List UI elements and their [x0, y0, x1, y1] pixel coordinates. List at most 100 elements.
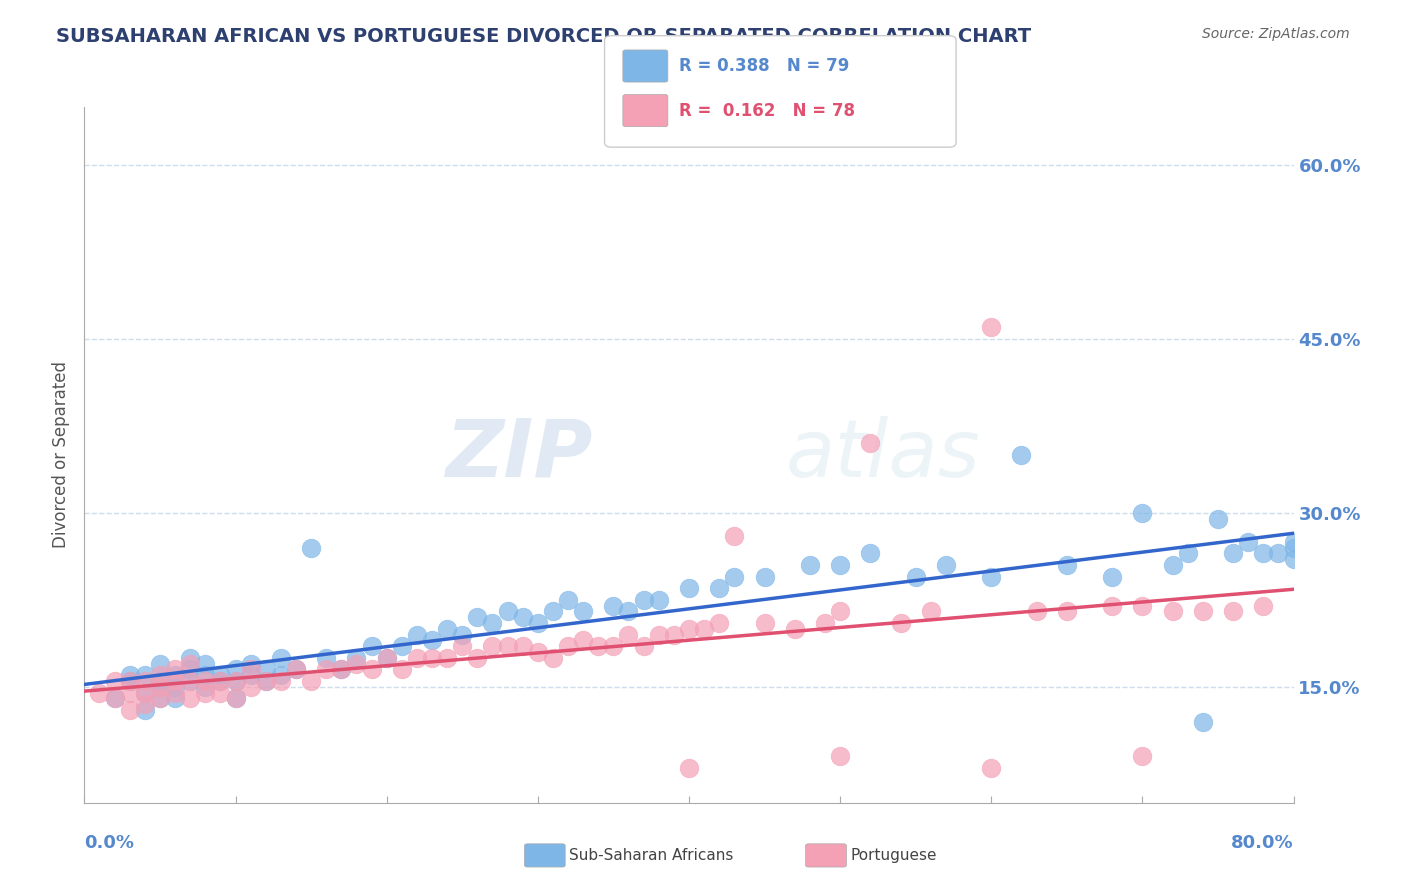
Point	[693, 622, 716, 636]
Point	[723, 570, 745, 584]
Point	[225, 691, 247, 706]
Point	[1282, 541, 1305, 555]
Point	[1222, 605, 1244, 619]
Point	[602, 639, 624, 653]
Point	[920, 605, 942, 619]
Point	[346, 657, 368, 671]
Point	[179, 691, 201, 706]
Point	[179, 657, 201, 671]
Point	[980, 570, 1002, 584]
Point	[225, 662, 247, 676]
Point	[1222, 546, 1244, 561]
Point	[830, 605, 852, 619]
Point	[330, 662, 353, 676]
Point	[179, 651, 201, 665]
Point	[633, 639, 655, 653]
Point	[270, 674, 292, 689]
Point	[194, 685, 217, 699]
Point	[391, 662, 413, 676]
Point	[118, 703, 141, 717]
Point	[617, 605, 640, 619]
Point	[209, 685, 232, 699]
Point	[1130, 749, 1153, 764]
Point	[830, 558, 852, 573]
Text: ZIP: ZIP	[444, 416, 592, 494]
Point	[149, 674, 172, 689]
Point	[118, 674, 141, 689]
Point	[179, 662, 201, 676]
Point	[830, 749, 852, 764]
Point	[1010, 448, 1032, 462]
Point	[134, 685, 156, 699]
Point	[194, 657, 217, 671]
Point	[814, 615, 837, 630]
Point	[149, 680, 172, 694]
Point	[1282, 552, 1305, 566]
Point	[1056, 605, 1078, 619]
Point	[194, 680, 217, 694]
Text: R =  0.162   N = 78: R = 0.162 N = 78	[679, 102, 855, 120]
Point	[360, 662, 382, 676]
Point	[496, 605, 519, 619]
Point	[104, 674, 127, 689]
Point	[254, 674, 277, 689]
Point	[1177, 546, 1199, 561]
Point	[420, 651, 443, 665]
Point	[451, 628, 474, 642]
Point	[783, 622, 806, 636]
Point	[239, 668, 262, 682]
Point	[225, 674, 247, 689]
Point	[647, 628, 671, 642]
Point	[315, 662, 337, 676]
Point	[980, 320, 1002, 334]
Text: 0.0%: 0.0%	[84, 834, 135, 852]
Point	[299, 541, 322, 555]
Point	[662, 628, 685, 642]
Point	[1101, 599, 1123, 613]
Point	[633, 592, 655, 607]
Point	[859, 436, 882, 450]
Point	[239, 662, 262, 676]
Point	[678, 582, 700, 596]
Point	[254, 662, 277, 676]
Point	[149, 657, 172, 671]
Text: atlas: atlas	[786, 416, 980, 494]
Point	[299, 674, 322, 689]
Point	[209, 674, 232, 689]
Text: SUBSAHARAN AFRICAN VS PORTUGUESE DIVORCED OR SEPARATED CORRELATION CHART: SUBSAHARAN AFRICAN VS PORTUGUESE DIVORCE…	[56, 27, 1032, 45]
Point	[163, 674, 186, 689]
Point	[467, 610, 489, 624]
Point	[754, 615, 776, 630]
Point	[754, 570, 776, 584]
Text: 80.0%: 80.0%	[1230, 834, 1294, 852]
Point	[541, 605, 564, 619]
Point	[163, 668, 186, 682]
Point	[134, 698, 156, 712]
Point	[1101, 570, 1123, 584]
Point	[134, 685, 156, 699]
Text: Sub-Saharan Africans: Sub-Saharan Africans	[569, 848, 734, 863]
Point	[935, 558, 957, 573]
Point	[375, 651, 398, 665]
Point	[859, 546, 882, 561]
Point	[980, 761, 1002, 775]
Point	[1161, 558, 1184, 573]
Point	[1282, 534, 1305, 549]
Point	[557, 639, 579, 653]
Point	[118, 674, 141, 689]
Point	[406, 651, 429, 665]
Point	[104, 691, 127, 706]
Point	[420, 633, 443, 648]
Point	[118, 685, 141, 699]
Point	[284, 662, 308, 676]
Point	[541, 651, 564, 665]
Point	[512, 639, 534, 653]
Point	[1025, 605, 1047, 619]
Point	[526, 615, 548, 630]
Point	[270, 651, 292, 665]
Point	[588, 639, 610, 653]
Point	[163, 662, 186, 676]
Point	[254, 674, 277, 689]
Point	[617, 628, 640, 642]
Point	[451, 639, 474, 653]
